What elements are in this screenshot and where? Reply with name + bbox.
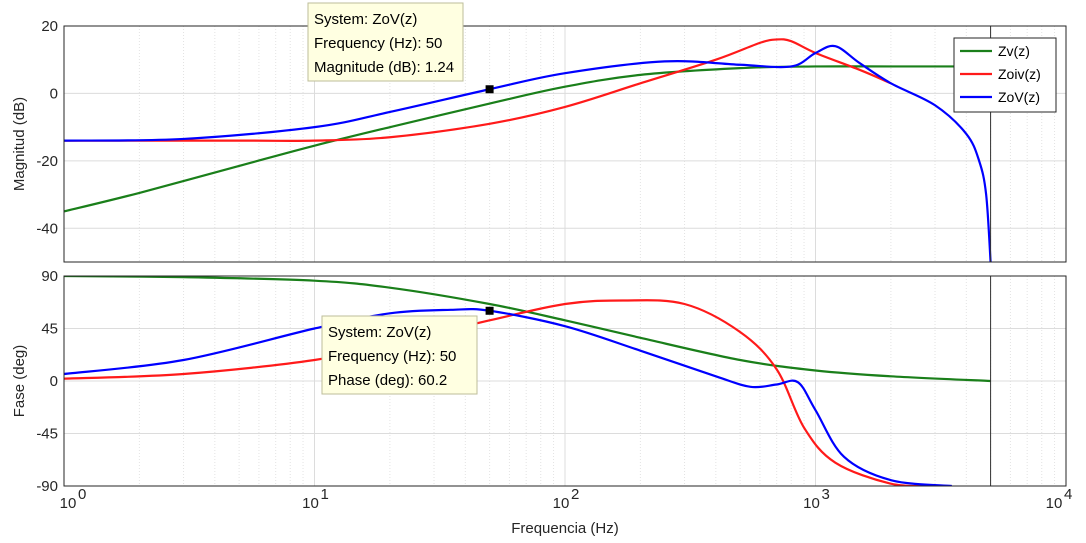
legend-entry: Zoiv(z) — [998, 66, 1041, 82]
datatip-marker — [485, 306, 494, 315]
series-group — [64, 276, 991, 486]
y-tick-label: -90 — [36, 478, 58, 495]
x-tick-exponent: 1 — [321, 486, 329, 503]
x-axis-label: Frequencia (Hz) — [511, 520, 619, 537]
series-line-Zv(z) — [64, 276, 991, 383]
y-tick-label: 45 — [41, 321, 58, 338]
legend-entry: ZoV(z) — [998, 89, 1040, 105]
x-tick-label: 10 — [803, 495, 820, 512]
y-axis-label: Fase (deg) — [11, 345, 28, 418]
magnitude-plot: 20 0 -20 -40 Magnitud (dB) System: ZoV(z) Freq… — [11, 2, 1067, 263]
datatip-line: System: ZoV(z) — [328, 324, 431, 341]
datatip-line: Frequency (Hz): 50 — [314, 35, 442, 52]
series-line-Zoiv(z) — [64, 299, 936, 486]
x-tick-label: 10 — [553, 495, 570, 512]
y-tick-label: 0 — [50, 85, 58, 102]
series-line-Zv(z) — [64, 65, 991, 213]
phase-plot: 90 45 0 -45 -90 Fase (deg) System: ZoV(z) Frequ… — [11, 268, 1072, 537]
y-tick-label: -20 — [36, 153, 58, 170]
y-tick-label: 20 — [41, 18, 58, 35]
axes-box — [63, 275, 1067, 487]
series-line-ZoV(z) — [64, 44, 992, 262]
x-tick-label: 10 — [60, 495, 77, 512]
axes-box — [63, 25, 1067, 263]
datatip-line: Frequency (Hz): 50 — [328, 348, 456, 365]
datatip-line: Magnitude (dB): 1.24 — [314, 59, 454, 76]
series-group — [64, 38, 992, 262]
datatip-box — [307, 2, 464, 82]
datatip-line: System: ZoV(z) — [314, 11, 417, 28]
y-tick-label: -45 — [36, 426, 58, 443]
datatip-box — [321, 315, 478, 395]
x-tick-label: 10 — [1046, 495, 1063, 512]
x-tick-exponent: 3 — [822, 486, 830, 503]
y-tick-label: 90 — [41, 268, 58, 285]
datatip-marker — [485, 85, 494, 94]
x-tick-exponent: 4 — [1064, 486, 1072, 503]
y-tick-label: -40 — [36, 220, 58, 237]
x-tick-exponent: 2 — [571, 486, 579, 503]
x-tick-exponent: 0 — [78, 486, 86, 503]
y-axis-label: Magnitud (dB) — [11, 97, 28, 191]
datatip-line: Phase (deg): 60.2 — [328, 372, 447, 389]
series-line-Zoiv(z) — [64, 38, 892, 142]
x-tick-label: 10 — [302, 495, 319, 512]
series-line-ZoV(z) — [64, 308, 952, 486]
y-tick-label: 0 — [50, 373, 58, 390]
legend-entry: Zv(z) — [998, 43, 1030, 59]
